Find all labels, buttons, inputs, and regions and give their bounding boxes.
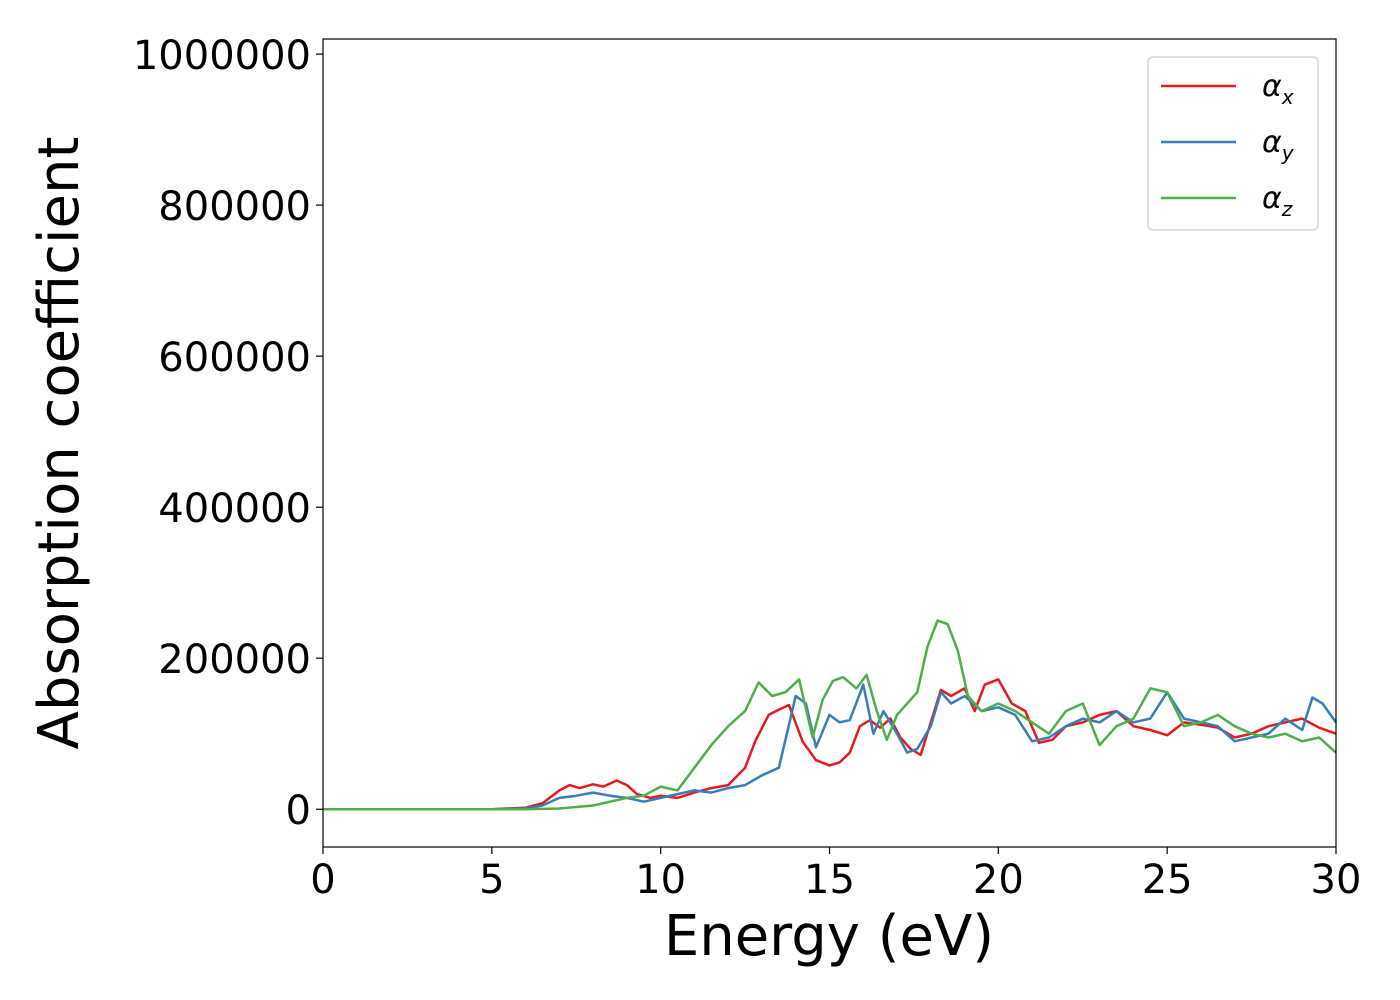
y-tick-label: 600000 bbox=[158, 335, 311, 381]
y-tick-label: 1000000 bbox=[133, 33, 311, 79]
y-axis-ticks: 0 200000 400000 600000 800000 1000000 bbox=[133, 33, 323, 834]
legend-label-symbol: α bbox=[1262, 181, 1282, 216]
x-tick-label: 20 bbox=[973, 857, 1024, 903]
y-axis-label: Absorption coefficient bbox=[27, 137, 92, 750]
legend-label-subscript: x bbox=[1281, 85, 1294, 109]
x-tick-label: 0 bbox=[310, 857, 335, 903]
legend-label-y: αy bbox=[1262, 125, 1295, 165]
series-layer bbox=[323, 619, 1338, 811]
series-line-y bbox=[323, 683, 1338, 811]
x-tick-label: 5 bbox=[479, 857, 504, 903]
legend-label-z: αz bbox=[1262, 181, 1293, 221]
y-tick-label: 400000 bbox=[158, 486, 311, 532]
legend-label-subscript: y bbox=[1281, 141, 1295, 165]
y-tick-label: 0 bbox=[286, 788, 311, 834]
legend-box bbox=[1147, 56, 1319, 231]
y-tick-label: 200000 bbox=[158, 637, 311, 683]
x-tick-label: 30 bbox=[1311, 857, 1362, 903]
series-line-x bbox=[323, 678, 1337, 811]
series-line-z bbox=[323, 619, 1337, 811]
x-tick-label: 25 bbox=[1142, 857, 1193, 903]
legend-label-symbol: α bbox=[1262, 125, 1282, 160]
legend-label-subscript: z bbox=[1281, 197, 1293, 221]
y-tick-label: 800000 bbox=[158, 184, 311, 230]
legend-label-symbol: α bbox=[1262, 69, 1282, 104]
x-tick-label: 15 bbox=[804, 857, 855, 903]
x-axis-label: Energy (eV) bbox=[664, 904, 994, 969]
legend-label-x: αx bbox=[1262, 69, 1294, 109]
x-tick-label: 10 bbox=[635, 857, 686, 903]
x-axis-ticks: 0 5 10 15 20 25 30 bbox=[310, 847, 1361, 903]
